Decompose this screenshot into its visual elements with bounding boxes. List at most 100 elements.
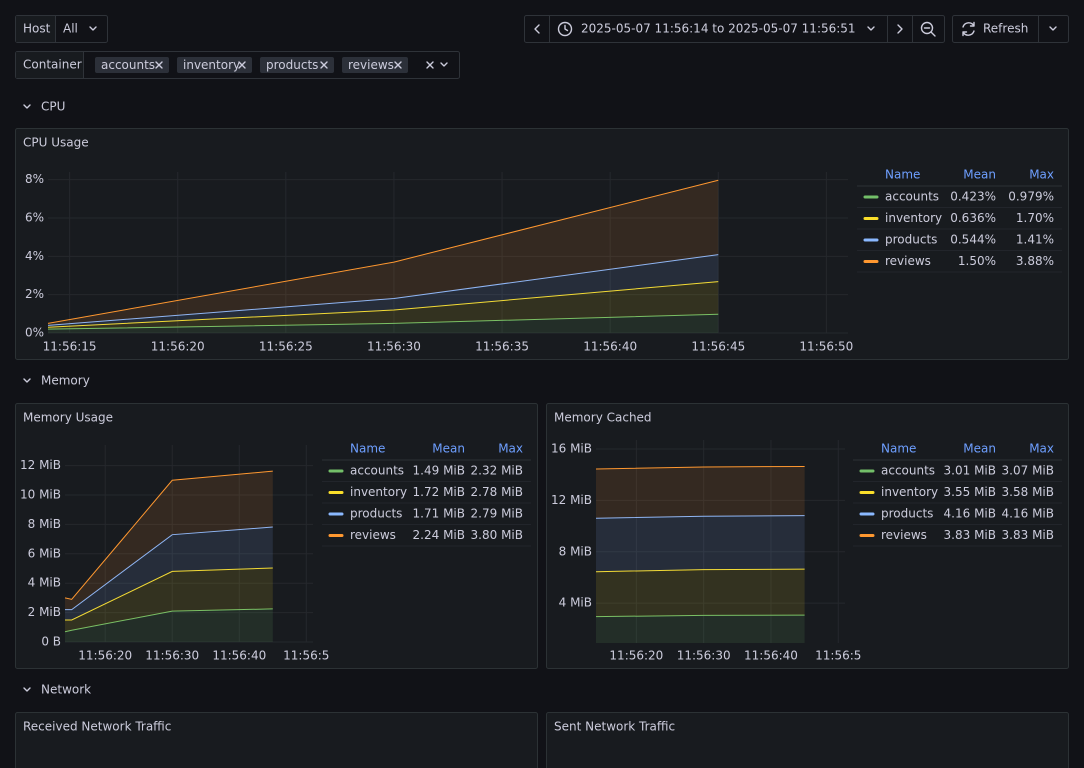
legend-max: 2.78 MiB: [471, 485, 523, 499]
prev-button[interactable]: [534, 24, 540, 34]
y-tick-label: 2 MiB: [28, 605, 61, 619]
host-value[interactable]: All: [63, 22, 78, 36]
y-tick-label: 4 MiB: [28, 576, 61, 590]
x-tick-label: 11:56:20: [609, 649, 663, 663]
panel: [546, 403, 1069, 669]
legend-header[interactable]: Max: [1029, 168, 1054, 182]
y-tick-label: 8%: [25, 172, 44, 186]
y-tick-label: 4%: [25, 249, 44, 263]
zoom-out-button[interactable]: [920, 21, 934, 35]
chip[interactable]: [260, 57, 334, 73]
y-tick-label: 12 MiB: [20, 458, 61, 472]
container-label: Container: [23, 58, 82, 72]
row-title[interactable]: CPU: [41, 100, 65, 114]
legend-max: 4.16 MiB: [1002, 507, 1054, 521]
chip[interactable]: [177, 57, 252, 73]
chip-remove[interactable]: [320, 61, 328, 69]
refresh-label[interactable]: Refresh: [983, 22, 1028, 36]
next-button[interactable]: [897, 24, 903, 34]
panel-title: Memory Cached: [554, 411, 652, 425]
legend-name[interactable]: accounts: [885, 190, 939, 204]
legend-name[interactable]: products: [885, 233, 937, 247]
legend-header[interactable]: Mean: [432, 442, 465, 456]
series-line: [47, 313, 719, 330]
legend-mean: 3.55 MiB: [944, 485, 996, 499]
host-label: Host: [23, 22, 51, 36]
y-tick-label: 4 MiB: [559, 596, 592, 610]
legend-name[interactable]: inventory: [885, 211, 942, 225]
legend-name[interactable]: accounts: [881, 464, 935, 478]
legend-header[interactable]: Name: [881, 442, 916, 456]
legend-mean: 1.50%: [958, 254, 996, 268]
series-line: [595, 515, 805, 519]
legend-name[interactable]: reviews: [350, 528, 396, 542]
chevron: [89, 26, 97, 31]
row-title[interactable]: Network: [41, 683, 91, 697]
series-line: [47, 281, 719, 328]
series-area: [596, 615, 805, 643]
row-chevron[interactable]: [23, 104, 31, 109]
time-picker: [524, 15, 945, 43]
x-tick-label: 11:56:5: [815, 649, 861, 663]
legend-name[interactable]: inventory: [881, 485, 938, 499]
chip-remove[interactable]: [238, 61, 246, 69]
chip-remove[interactable]: [155, 61, 163, 69]
legend-header[interactable]: Max: [1029, 442, 1054, 456]
clear-icon[interactable]: [426, 61, 434, 69]
y-tick-label: 6%: [25, 211, 44, 225]
chevron: [440, 62, 448, 67]
series-area: [48, 180, 719, 326]
legend-header[interactable]: Max: [498, 442, 523, 456]
series-area: [65, 471, 273, 610]
refresh-interval[interactable]: [1049, 26, 1057, 31]
row-chevron[interactable]: [23, 378, 31, 383]
x-tick-label: 11:56:15: [43, 340, 97, 354]
legend-name[interactable]: reviews: [881, 528, 927, 542]
panel: [15, 403, 538, 669]
x-tick-label: 11:56:30: [677, 649, 731, 663]
time-range[interactable]: 2025-05-07 11:56:14 to 2025-05-07 11:56:…: [581, 22, 856, 36]
legend-max: 3.80 MiB: [471, 528, 523, 542]
host-label-bg: [16, 16, 55, 42]
legend-mean: 1.49 MiB: [413, 464, 465, 478]
legend-max: 1.41%: [1016, 233, 1054, 247]
legend-mean: 2.24 MiB: [413, 528, 465, 542]
panel: [15, 712, 538, 768]
legend-name[interactable]: products: [350, 507, 402, 521]
chip[interactable]: [342, 57, 408, 73]
legend-mean: 3.01 MiB: [944, 464, 996, 478]
x-tick-label: 11:56:50: [799, 340, 853, 354]
series-line: [595, 465, 805, 470]
legend-name[interactable]: accounts: [350, 464, 404, 478]
x-tick-label: 11:56:35: [475, 340, 529, 354]
series-area: [596, 515, 805, 572]
legend-max: 3.83 MiB: [1002, 528, 1054, 542]
series-area: [65, 608, 273, 642]
legend-mean: 0.544%: [950, 233, 996, 247]
legend-header[interactable]: Name: [350, 442, 385, 456]
panel: [546, 712, 1069, 768]
legend-name[interactable]: products: [881, 507, 933, 521]
legend-mean: 0.423%: [950, 190, 996, 204]
legend-name[interactable]: inventory: [350, 485, 407, 499]
y-tick-label: 0%: [25, 326, 44, 340]
legend-header[interactable]: Mean: [963, 168, 996, 182]
chip[interactable]: [95, 57, 169, 73]
legend-max: 2.32 MiB: [471, 464, 523, 478]
refresh-button[interactable]: [952, 15, 1069, 43]
legend-header[interactable]: Name: [885, 168, 920, 182]
row-title[interactable]: Memory: [41, 374, 90, 388]
legend-max: 0.979%: [1008, 190, 1054, 204]
x-tick-label: 11:56:30: [145, 649, 199, 663]
row-chevron[interactable]: [23, 687, 31, 692]
legend-max: 1.70%: [1016, 211, 1054, 225]
x-tick-label: 11:56:25: [259, 340, 313, 354]
chevron: [867, 26, 875, 31]
x-tick-label: 11:56:20: [78, 649, 132, 663]
legend-name[interactable]: reviews: [885, 254, 931, 268]
chip-remove[interactable]: [394, 61, 402, 69]
legend-header[interactable]: Mean: [963, 442, 996, 456]
panel-title: Received Network Traffic: [23, 720, 171, 734]
y-tick-label: 12 MiB: [551, 493, 592, 507]
